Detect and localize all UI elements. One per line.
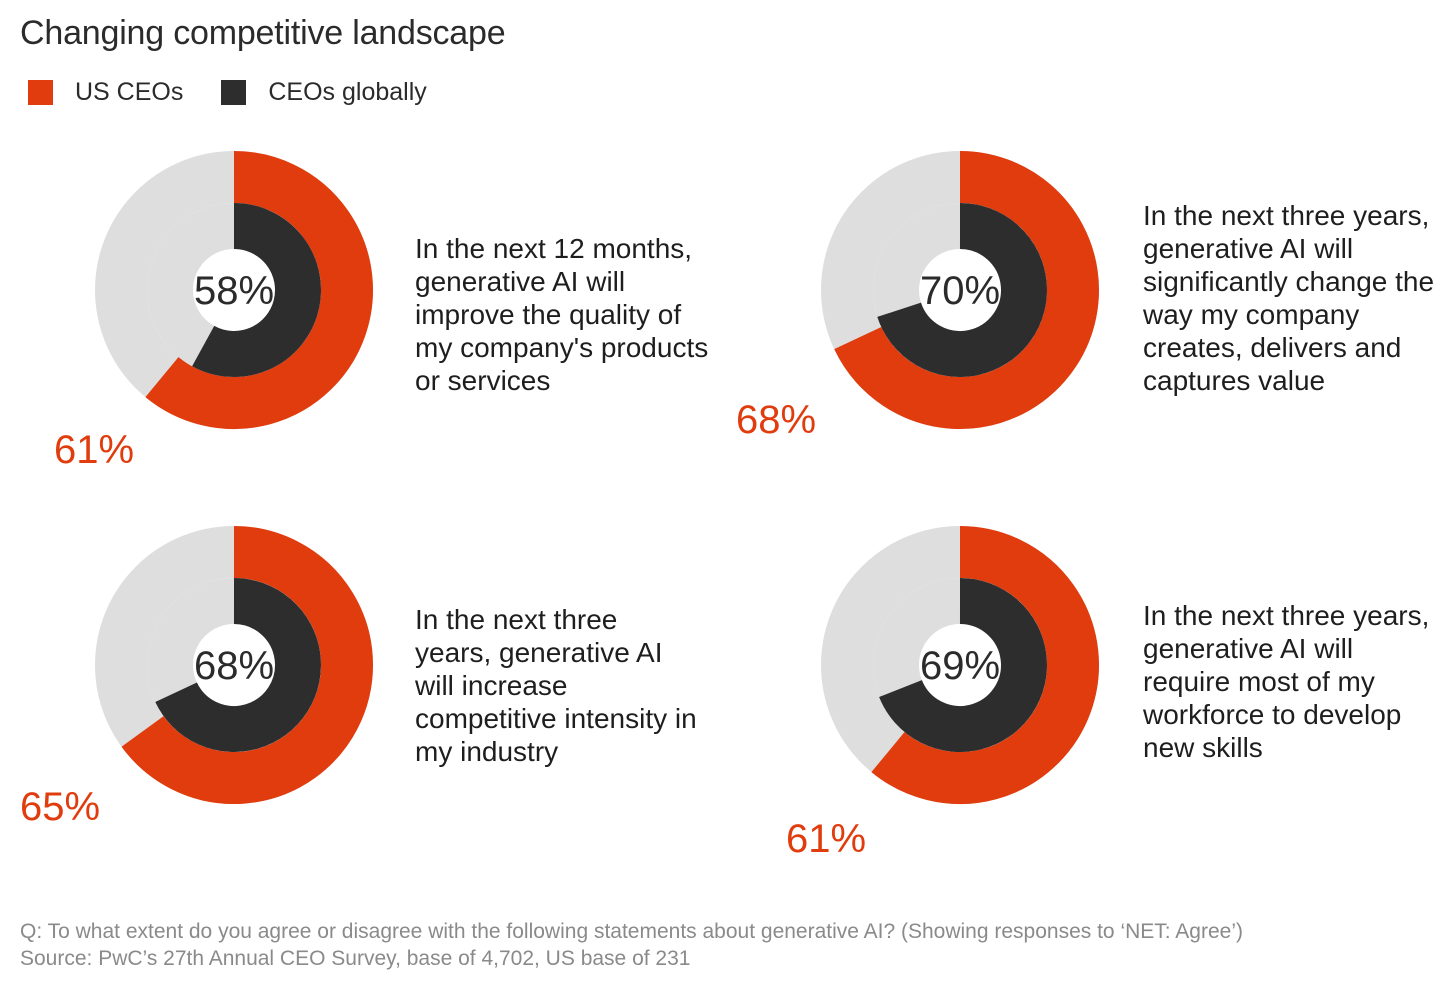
- legend-label-ceos-globally: CEOs globally: [268, 78, 427, 106]
- donut-panel-4: 69% 61% In the next three years, generat…: [728, 525, 1448, 865]
- chart-title: Changing competitive landscape: [20, 14, 506, 52]
- statement-text-2: In the next three years, generative AI w…: [1143, 200, 1435, 396]
- donut-chart-4: 69%: [821, 526, 1099, 804]
- donut-chart-1: 58%: [95, 151, 373, 429]
- statement-text-1: In the next 12 months, generative AI wil…: [415, 233, 709, 396]
- global-value-label: 58%: [194, 269, 274, 313]
- legend-label-us-ceos: US CEOs: [75, 78, 184, 106]
- us-value-label-2: 68%: [736, 398, 817, 442]
- statement-text-4: In the next three years, generative AI w…: [1143, 600, 1430, 763]
- footnote-source: Source: PwC’s 27th Annual CEO Survey, ba…: [20, 947, 691, 970]
- us-ceos-arc: [834, 151, 1099, 429]
- legend-item-us-ceos: US CEOs: [28, 78, 183, 107]
- donut-chart-3: 68%: [95, 526, 373, 804]
- global-value-label: 70%: [920, 269, 1000, 313]
- donut-chart-2: 70%: [821, 151, 1099, 429]
- us-ceos-arc: [871, 526, 1099, 804]
- us-ceos-arc: [145, 151, 373, 429]
- legend-item-ceos-globally: CEOs globally: [221, 78, 427, 107]
- global-value-label: 69%: [920, 644, 1000, 688]
- legend: US CEOs CEOs globally: [28, 78, 465, 107]
- us-value-label-3: 65%: [20, 785, 101, 829]
- donut-panel-3: 68% 65% In the next three years, generat…: [0, 525, 720, 865]
- ceos-globally-arc: [192, 203, 321, 377]
- donut-panel-1: 58% 61% In the next 12 months, generativ…: [0, 150, 720, 490]
- ceos-globally-arc: [879, 578, 1047, 752]
- legend-swatch-ceos-globally: [221, 80, 247, 105]
- global-value-label: 68%: [194, 644, 274, 688]
- us-value-label-1: 61%: [54, 428, 135, 472]
- us-value-label-4: 61%: [786, 817, 867, 861]
- footnote-question: Q: To what extent do you agree or disagr…: [20, 920, 1243, 943]
- footnote: Q: To what extent do you agree or disagr…: [20, 918, 1243, 972]
- ceos-globally-arc: [877, 203, 1047, 377]
- donut-panel-2: 70% 68% In the next three years, generat…: [728, 150, 1448, 490]
- legend-swatch-us-ceos: [28, 80, 53, 105]
- us-ceos-arc: [121, 526, 373, 804]
- statement-text-3: In the next three years, generative AI w…: [415, 604, 697, 767]
- ceos-globally-arc: [155, 578, 321, 752]
